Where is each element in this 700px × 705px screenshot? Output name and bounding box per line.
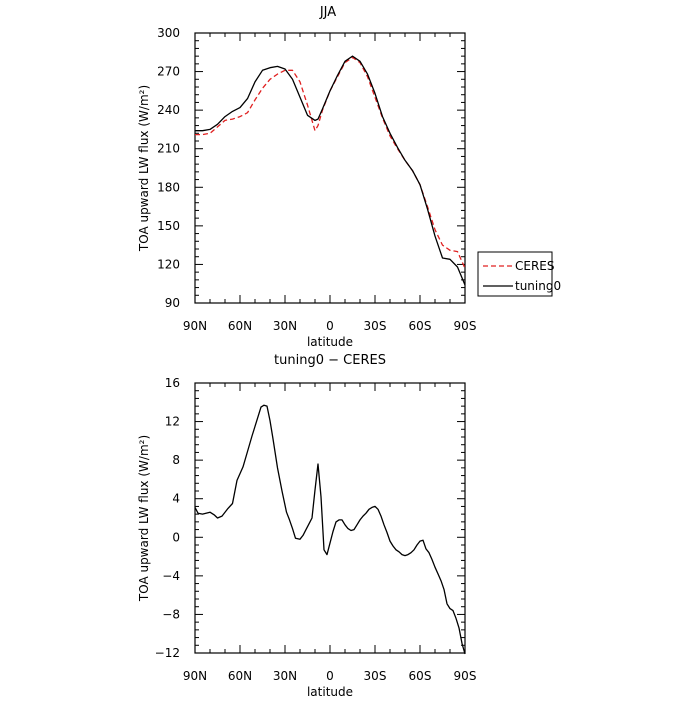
- series-line-ceres: [195, 56, 466, 269]
- y-tick-label: 90: [165, 296, 180, 310]
- x-tick-label: 0: [326, 319, 334, 333]
- series-line-difference: [194, 404, 466, 655]
- y-tick-labels-difference: −12 −8 −4 0 4 8 12 16: [155, 376, 180, 660]
- x-tick-label: 0: [326, 669, 334, 683]
- series-group-difference: [194, 404, 466, 655]
- x-tick-label: 30S: [364, 669, 387, 683]
- ticks-jja: [194, 32, 466, 304]
- y-tick-label: 240: [157, 103, 180, 117]
- chart-title-jja: JJA: [319, 5, 336, 20]
- x-tick-label: 60N: [228, 669, 252, 683]
- y-tick-label: 180: [157, 180, 180, 194]
- chart-title-difference: tuning0 − CERES: [274, 353, 386, 368]
- panel-difference: tuning0 − CERES 90N 60N 30N 0 30S 60S 90…: [137, 353, 476, 699]
- legend-label-tuning0: tuning0: [515, 279, 561, 293]
- y-tick-label: 4: [172, 492, 180, 506]
- x-tick-label: 90S: [454, 319, 477, 333]
- y-tick-label: 150: [157, 219, 180, 233]
- x-tick-label: 30N: [273, 669, 297, 683]
- ticks-difference: [194, 382, 466, 654]
- y-tick-label: −12: [155, 646, 180, 660]
- x-tick-label: 90S: [454, 669, 477, 683]
- x-tick-label: 30S: [364, 319, 387, 333]
- panel-jja: JJA 90N 60N 30N 0 30S 60S 90S 90 120 150…: [137, 5, 561, 349]
- y-tick-label: 210: [157, 142, 180, 156]
- y-tick-label: −4: [162, 569, 180, 583]
- y-axis-title-jja: TOA upward LW flux (W/m²): [137, 85, 151, 252]
- y-tick-label: 270: [157, 65, 180, 79]
- x-tick-label: 60N: [228, 319, 252, 333]
- series-group-jja: [195, 55, 466, 286]
- x-tick-label: 90N: [183, 669, 207, 683]
- x-axis-title-jja: latitude: [307, 335, 353, 349]
- y-tick-label: 0: [172, 530, 180, 544]
- plot-frame-difference: [194, 382, 466, 654]
- y-tick-label: 12: [165, 415, 180, 429]
- y-tick-label: 300: [157, 26, 180, 40]
- x-tick-label: 90N: [183, 319, 207, 333]
- y-tick-label: −8: [162, 607, 180, 621]
- x-tick-label: 60S: [409, 669, 432, 683]
- legend-label-ceres: CERES: [515, 259, 555, 273]
- plot-frame-jja: [194, 32, 466, 304]
- y-axis-title-difference: TOA upward LW flux (W/m²): [137, 435, 151, 602]
- x-tick-labels-difference: 90N 60N 30N 0 30S 60S 90S: [183, 669, 477, 683]
- y-tick-label: 120: [157, 257, 180, 271]
- x-axis-title-difference: latitude: [307, 685, 353, 699]
- y-tick-label: 16: [165, 376, 180, 390]
- legend-box: [477, 251, 553, 297]
- y-tick-labels-jja: 90 120 150 180 210 240 270 300: [157, 26, 180, 310]
- x-tick-label: 60S: [409, 319, 432, 333]
- x-tick-labels-jja: 90N 60N 30N 0 30S 60S 90S: [183, 319, 477, 333]
- legend: CERES tuning0: [477, 251, 561, 297]
- y-tick-label: 8: [172, 453, 180, 467]
- x-tick-label: 30N: [273, 319, 297, 333]
- series-line-tuning0: [195, 55, 466, 286]
